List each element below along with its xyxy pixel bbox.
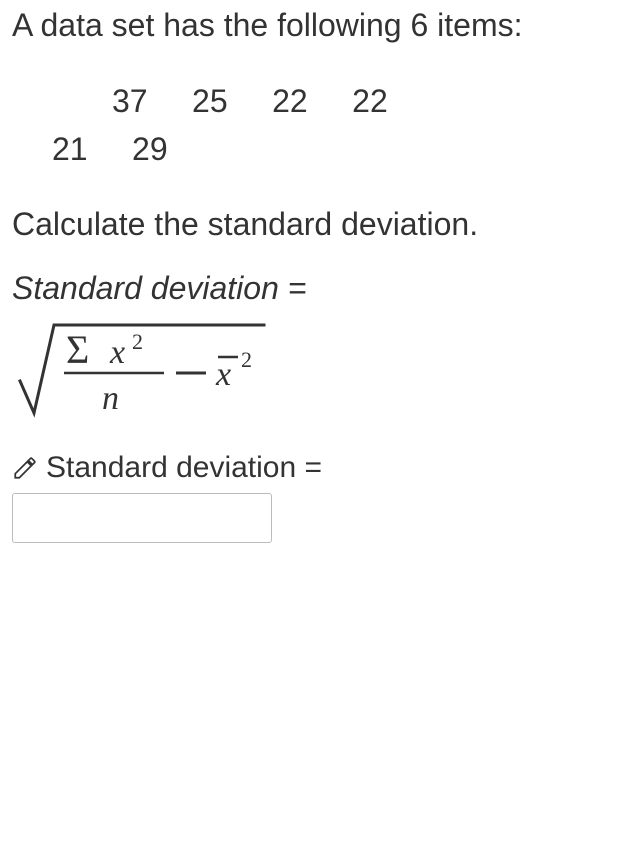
data-item-4: 21 (52, 131, 88, 167)
formula-label: Standard deviation = (12, 270, 613, 307)
sqrt-formula-icon: Σ x 2 n x 2 (16, 313, 296, 423)
data-row-2: 21 29 (52, 125, 613, 173)
answer-row: Standard deviation = (12, 451, 613, 485)
svg-text:2: 2 (241, 347, 252, 372)
svg-text:x: x (215, 356, 231, 393)
data-item-2: 22 (272, 83, 308, 119)
svg-text:n: n (102, 380, 119, 417)
question-instruction: Calculate the standard deviation. (12, 203, 613, 246)
svg-text:Σ: Σ (66, 327, 89, 372)
formula-expression: Σ x 2 n x 2 (16, 313, 613, 423)
svg-text:2: 2 (132, 329, 143, 354)
data-item-1: 25 (192, 83, 228, 119)
data-items-block: 37 25 22 22 21 29 (52, 77, 613, 173)
answer-label: Standard deviation = (46, 451, 322, 485)
question-intro: A data set has the following 6 items: (12, 4, 613, 47)
data-item-3: 22 (352, 83, 388, 119)
data-row-1: 37 25 22 22 (112, 77, 613, 125)
pencil-icon (12, 455, 38, 481)
answer-input[interactable] (12, 493, 272, 543)
data-item-0: 37 (112, 83, 148, 119)
data-item-5: 29 (132, 131, 168, 167)
svg-text:x: x (109, 334, 125, 371)
